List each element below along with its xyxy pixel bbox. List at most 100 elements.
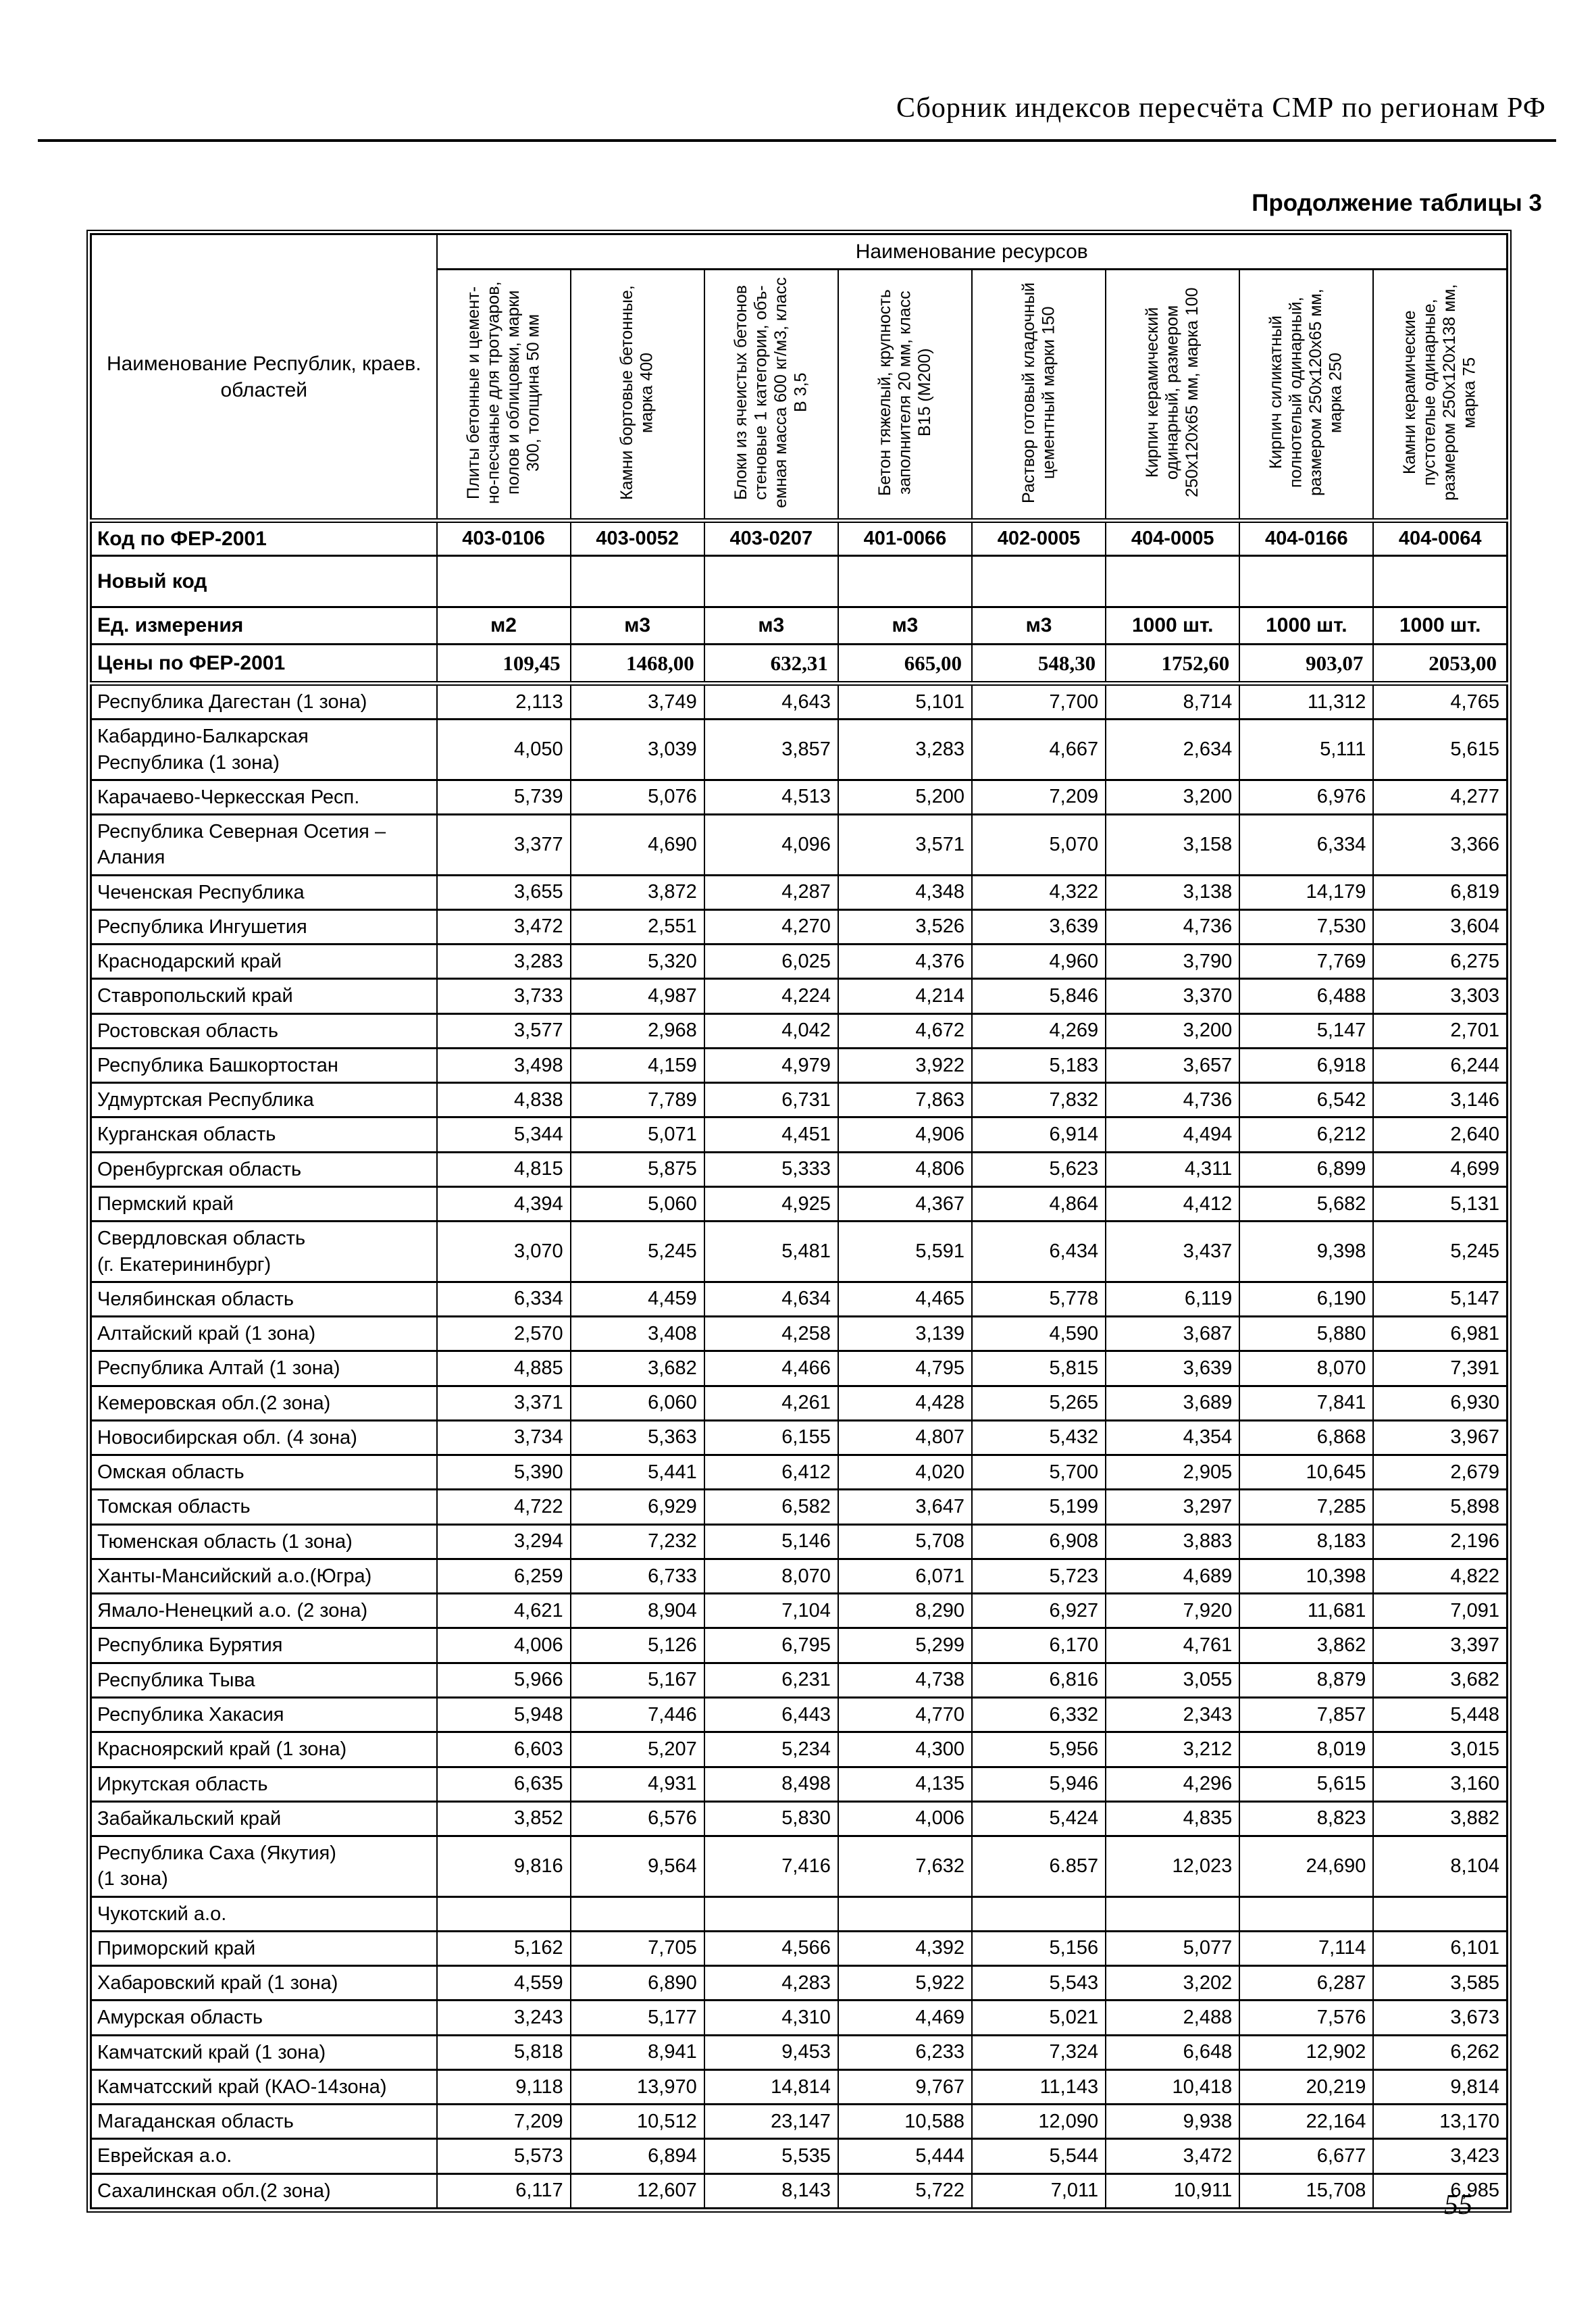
- row-label: Цены по ФЕР-2001: [90, 643, 438, 684]
- index-value: 5,966: [436, 1661, 571, 1699]
- index-value: 4,392: [837, 1930, 973, 1967]
- index-value: 3,733: [436, 978, 571, 1015]
- index-value: 7,416: [703, 1835, 839, 1898]
- index-value: 5,101: [837, 680, 973, 721]
- unit-cell: м2: [436, 606, 571, 645]
- index-value: 5,265: [971, 1384, 1107, 1422]
- column-header-8: Камни керамические пустотелые одинарные,…: [1372, 268, 1508, 522]
- index-value: 3,967: [1372, 1419, 1508, 1457]
- region-name: Республика Ингушетия: [90, 908, 438, 946]
- column-header-text: Кирпич силикатный полнотелый одинарный, …: [1266, 288, 1345, 497]
- index-value: 8,104: [1372, 1835, 1508, 1898]
- index-value: 7,705: [569, 1930, 705, 1967]
- region-name: Свердловская область (г. Екатерининбург): [90, 1220, 438, 1283]
- index-value: 3,303: [1372, 978, 1508, 1015]
- index-value: 5,162: [436, 1930, 571, 1967]
- index-value: 7,920: [1105, 1592, 1241, 1630]
- index-value: 3,437: [1105, 1220, 1241, 1283]
- region-name: Краснодарский край: [90, 943, 438, 980]
- index-value: 7,576: [1239, 1999, 1374, 2036]
- index-value: 6,816: [971, 1661, 1107, 1699]
- price-cell: 1752,60: [1105, 643, 1241, 684]
- index-value: 5,363: [569, 1419, 705, 1457]
- index-value: 3,682: [1372, 1661, 1508, 1699]
- index-value: 6,894: [569, 2138, 705, 2175]
- column-header-3: Блоки из ячеистых бетонов стеновые 1 кат…: [703, 268, 839, 522]
- new-code-cell: [703, 555, 839, 608]
- index-value: 5,481: [703, 1220, 839, 1283]
- region-name: Республика Хакасия: [90, 1696, 438, 1734]
- region-row: Кемеровская обл.(2 зона) 3,371 6,060 4,261 4…: [90, 1384, 1508, 1422]
- index-value: 3,472: [436, 908, 571, 946]
- fer-code-cell: 403-0207: [703, 518, 839, 557]
- index-value: 3,283: [436, 943, 571, 980]
- index-value: 3,673: [1372, 1999, 1508, 2036]
- index-value: 22,164: [1239, 2103, 1374, 2140]
- region-name: Магаданская область: [90, 2103, 438, 2140]
- index-value: 6,155: [703, 1419, 839, 1457]
- index-value: 23,147: [703, 2103, 839, 2140]
- index-value: 7,857: [1239, 1696, 1374, 1734]
- index-value: 12,607: [569, 2172, 705, 2209]
- index-value: 4,931: [569, 1765, 705, 1803]
- index-value: 7,832: [971, 1082, 1107, 1119]
- index-value: 3,883: [1105, 1523, 1241, 1560]
- index-value: 4,987: [569, 978, 705, 1015]
- index-value: 5,922: [837, 1965, 973, 2002]
- region-name: Оренбургская область: [90, 1151, 438, 1188]
- index-value: 6,025: [703, 943, 839, 980]
- index-value: 6,101: [1372, 1930, 1508, 1967]
- region-row: Карачаево-Черкесская Респ. 5,739 5,076 4,51…: [90, 778, 1508, 816]
- index-value: 5,432: [971, 1419, 1107, 1457]
- index-value: 4,807: [837, 1419, 973, 1457]
- units-row: Ед. измерения м2 м3 м3 м3 м3 1000 шт. 1000 шт. 1…: [90, 606, 1508, 645]
- index-value: 9,564: [569, 1835, 705, 1898]
- index-value: 12,902: [1239, 2034, 1374, 2071]
- index-value: 9,453: [703, 2034, 839, 2071]
- corner-header: Наименование Республик, краев. областей: [90, 233, 438, 522]
- index-value: 5,898: [1372, 1488, 1508, 1526]
- index-value: 8,070: [1239, 1350, 1374, 1387]
- index-value: 6,434: [971, 1220, 1107, 1283]
- index-value: 3,377: [436, 813, 571, 876]
- region-row: Республика Саха (Якутия) (1 зона) 9,816 9,…: [90, 1835, 1508, 1898]
- index-value: 7,209: [971, 778, 1107, 816]
- index-value: 8,290: [837, 1592, 973, 1630]
- index-value: 3,882: [1372, 1800, 1508, 1838]
- region-name: Амурская область: [90, 1999, 438, 2036]
- region-row: Камчатский край (1 зона) 5,818 8,941 9,453 6…: [90, 2034, 1508, 2071]
- index-value: 3,585: [1372, 1965, 1508, 2002]
- index-value: 5,615: [1372, 718, 1508, 781]
- region-row: Забайкальский край 3,852 6,576 5,830 4,006 5,…: [90, 1800, 1508, 1838]
- price-cell: 903,07: [1239, 643, 1374, 684]
- index-value: 4,469: [837, 1999, 973, 2036]
- row-label: Ед. измерения: [90, 606, 438, 645]
- index-value: 5,207: [569, 1731, 705, 1768]
- index-value: 6,287: [1239, 1965, 1374, 2002]
- index-value: 6,233: [837, 2034, 973, 2071]
- new-code-cell: [1372, 555, 1508, 608]
- index-value: 3,749: [569, 680, 705, 721]
- index-value: 11,143: [971, 2068, 1107, 2106]
- index-value: 2,701: [1372, 1012, 1508, 1049]
- index-value: 6,262: [1372, 2034, 1508, 2071]
- index-value: [569, 1895, 705, 1932]
- index-value: 4,367: [837, 1185, 973, 1223]
- index-value: 3,657: [1105, 1047, 1241, 1084]
- index-value: 4,287: [703, 874, 839, 911]
- fer-code-cell: 403-0106: [436, 518, 571, 557]
- index-value: 6,071: [837, 1557, 973, 1595]
- index-value: 5,880: [1239, 1315, 1374, 1353]
- index-value: 3,070: [436, 1220, 571, 1283]
- index-value: 4,864: [971, 1185, 1107, 1223]
- index-value: 9,938: [1105, 2103, 1241, 2140]
- index-value: 24,690: [1239, 1835, 1374, 1898]
- fer-code-row: Код по ФЕР-2001 403-0106 403-0052 403-0207 4…: [90, 518, 1508, 557]
- region-row: Новосибирская обл. (4 зона) 3,734 5,363 6,1…: [90, 1419, 1508, 1457]
- index-value: 7,114: [1239, 1930, 1374, 1967]
- new-code-cell: [1105, 555, 1241, 608]
- index-value: 4,354: [1105, 1419, 1241, 1457]
- index-value: 3,158: [1105, 813, 1241, 876]
- region-name: Еврейская а.о.: [90, 2138, 438, 2175]
- index-value: 4,269: [971, 1012, 1107, 1049]
